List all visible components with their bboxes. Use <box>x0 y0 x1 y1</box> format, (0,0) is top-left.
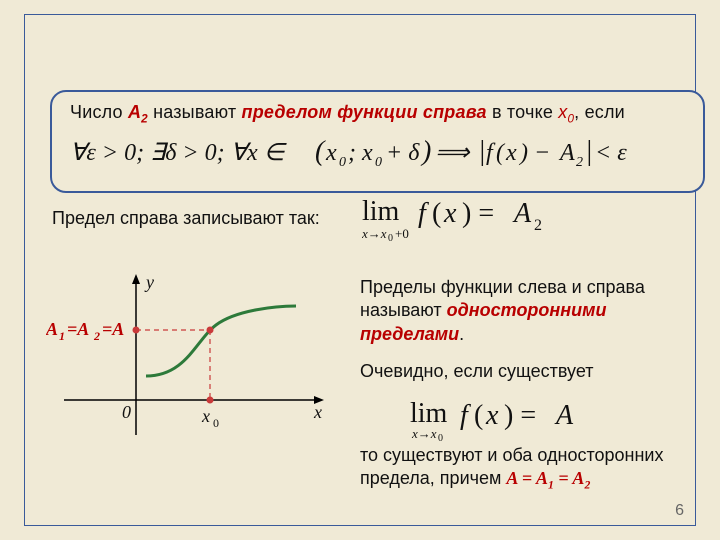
svg-text:< ε: < ε <box>595 140 627 166</box>
svg-text:|: | <box>478 136 486 167</box>
def-mid1: называют <box>148 102 242 122</box>
lim-text: lim <box>362 196 400 227</box>
svg-text:x→x: x→x <box>411 426 437 441</box>
svg-text:x: x <box>443 198 457 229</box>
page-number: 6 <box>675 502 684 520</box>
svg-text:;: ; <box>348 140 356 166</box>
svg-text:x: x <box>201 406 210 426</box>
svg-text:A: A <box>512 198 532 229</box>
svg-text:+0: +0 <box>395 226 409 241</box>
svg-text:x: x <box>313 402 322 422</box>
svg-text:1: 1 <box>59 329 65 343</box>
svg-text:⟹: ⟹ <box>435 140 471 166</box>
svg-text:∀ε > 0; ∃δ > 0; ∀x ∈: ∀ε > 0; ∃δ > 0; ∀x ∈ <box>70 140 288 166</box>
svg-text:x→x: x→x <box>362 226 387 241</box>
svg-text:0: 0 <box>388 233 393 242</box>
svg-text:f: f <box>418 198 429 229</box>
def-post: , если <box>574 102 625 122</box>
p3-eq: A = A1 = A2 <box>506 468 590 488</box>
def-A2: А <box>128 102 141 122</box>
svg-text:) −: ) − <box>518 140 550 166</box>
svg-text:f: f <box>460 400 471 431</box>
svg-text:(: ( <box>315 136 326 167</box>
svg-text:=A: =A <box>67 319 89 339</box>
svg-text:(: ( <box>496 140 506 166</box>
p2: Очевидно, если существует <box>360 361 594 381</box>
svg-text:) =: ) = <box>462 198 494 229</box>
svg-text:x: x <box>325 140 337 166</box>
svg-text:0: 0 <box>122 402 131 422</box>
svg-text:+ δ: + δ <box>386 140 420 166</box>
svg-text:A: A <box>46 319 58 339</box>
limit-general-formula: lim x→x 0 f ( x ) = A <box>410 398 650 442</box>
svg-text:0: 0 <box>375 155 382 170</box>
svg-text:) =: ) = <box>504 400 536 431</box>
def-term: пределом функции справа <box>242 102 487 122</box>
svg-text:x: x <box>505 140 517 166</box>
svg-text:A: A <box>558 140 575 166</box>
svg-text:=A: =A <box>102 319 124 339</box>
svg-text:x: x <box>361 140 373 166</box>
limit-right-formula: lim x→x 0 +0 f ( x ) = A 2 <box>362 196 642 242</box>
def-mid2: в точке <box>487 102 559 122</box>
svg-text:(: ( <box>432 198 441 229</box>
svg-text:x: x <box>485 400 499 431</box>
right-paragraph-2: то существуют и оба односторонних предел… <box>360 444 690 493</box>
svg-text:(: ( <box>474 400 483 431</box>
svg-text:): ) <box>420 136 431 167</box>
definition-formula: ∀ε > 0; ∃δ > 0; ∀x ∈ ( x 0 ; x 0 + δ ) ⟹… <box>70 136 685 177</box>
definition-text: Число А2 называют пределом функции справ… <box>70 102 685 126</box>
svg-text:0: 0 <box>213 416 219 430</box>
notation-text: Предел справа записывают так: <box>52 208 320 229</box>
svg-text:2: 2 <box>576 155 583 170</box>
svg-text:A: A <box>554 400 574 431</box>
right-paragraph-1: Пределы функции слева и справа называют … <box>360 276 690 384</box>
svg-text:2: 2 <box>534 217 542 234</box>
def-pre: Число <box>70 102 128 122</box>
svg-text:2: 2 <box>93 329 100 343</box>
graph: y x 0 x 0 A 1 =A 2 =A <box>46 270 336 470</box>
page-root: Число А2 называют пределом функции справ… <box>0 0 720 540</box>
def-A2-sub: 2 <box>141 113 148 126</box>
svg-text:lim: lim <box>410 398 448 429</box>
svg-text:0: 0 <box>438 433 443 442</box>
definition-box: Число А2 называют пределом функции справ… <box>50 90 705 193</box>
svg-text:y: y <box>144 272 154 292</box>
svg-text:0: 0 <box>339 155 346 170</box>
p1-post: . <box>459 324 464 344</box>
svg-text:|: | <box>585 136 593 167</box>
svg-text:f: f <box>486 140 496 166</box>
